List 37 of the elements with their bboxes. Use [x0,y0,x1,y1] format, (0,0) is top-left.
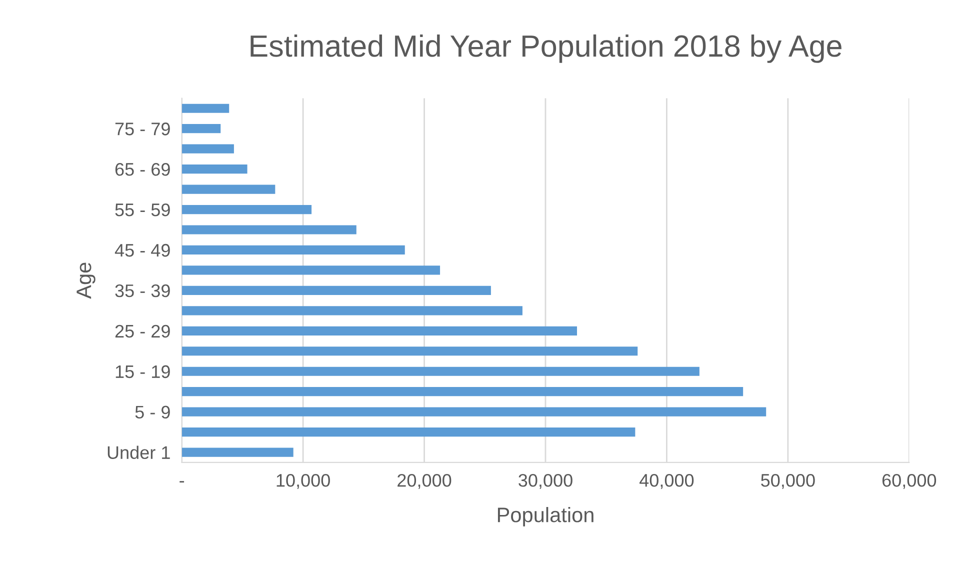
bar [182,326,578,336]
bar [182,286,491,295]
y-tick-label: 75 - 79 [115,122,170,136]
bar [182,144,234,154]
y-tick-label: 35 - 39 [115,284,170,298]
y-tick-label: Under 1 [108,446,170,460]
x-axis-title: Population [498,507,594,526]
bar [182,124,221,134]
bar [182,448,294,457]
bar [182,204,312,214]
y-tick-label: 25 - 29 [115,324,170,338]
y-tick-label: 65 - 69 [115,163,170,176]
x-tick-label: 10,000 [276,474,330,489]
bar [182,428,636,437]
bar [182,407,766,416]
y-tick-label: 5 - 9 [135,406,170,419]
x-tick-label: 40,000 [640,474,694,489]
y-axis-title: Age [76,262,96,299]
chart-title: Estimated Mid Year Population 2018 by Age [250,34,842,63]
y-tick-label: 15 - 19 [116,365,170,378]
x-tick-label: - [180,481,184,483]
bar [182,366,700,376]
x-tick-label: 20,000 [398,474,452,489]
x-tick-label: 60,000 [882,474,936,489]
bar [182,164,248,174]
bar [182,245,405,255]
bar [182,104,230,113]
y-tick-label: 55 - 59 [115,203,170,216]
x-tick-label: 30,000 [518,474,572,489]
bar [182,346,638,356]
bar [182,184,276,194]
x-tick-label: 50,000 [761,474,815,489]
bar [182,306,522,316]
bar [182,387,744,396]
y-tick-label: 45 - 49 [114,244,170,257]
bar [182,266,440,275]
bar [182,225,356,234]
